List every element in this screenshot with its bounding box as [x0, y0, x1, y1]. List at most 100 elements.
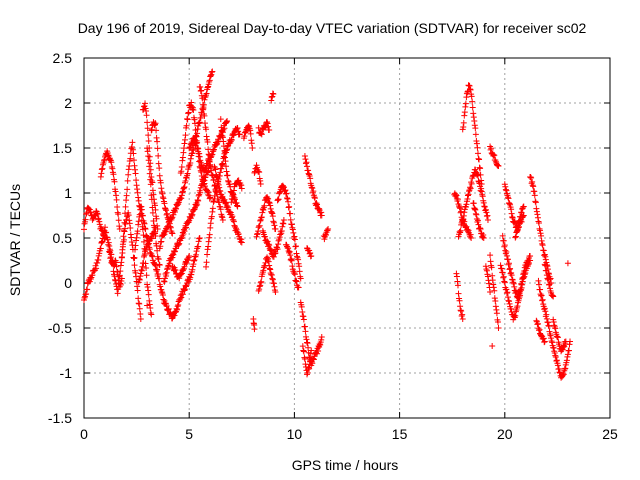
data-point — [141, 252, 148, 259]
data-point — [188, 99, 195, 106]
data-point — [310, 188, 317, 195]
data-point — [233, 199, 240, 206]
data-point — [171, 248, 178, 255]
data-point — [178, 192, 185, 199]
data-point — [550, 319, 557, 326]
data-point — [169, 315, 176, 322]
data-point — [269, 275, 276, 282]
data-point — [459, 316, 466, 322]
data-point — [541, 338, 548, 345]
data-point — [217, 169, 224, 176]
data-point — [206, 158, 213, 165]
data-point — [223, 168, 230, 175]
data-point — [470, 110, 477, 117]
data-point — [217, 206, 224, 213]
data-point — [203, 259, 210, 266]
data-point — [505, 195, 512, 202]
data-point — [149, 204, 156, 211]
data-point — [542, 308, 549, 315]
data-point — [139, 223, 146, 230]
data-point — [145, 157, 152, 164]
data-point — [257, 177, 264, 184]
x-axis-label: GPS time / hours — [292, 457, 399, 473]
data-point — [180, 149, 187, 156]
data-point — [300, 313, 307, 320]
data-point — [468, 235, 475, 241]
data-point — [160, 278, 167, 285]
data-point — [137, 273, 144, 280]
data-point — [284, 195, 291, 202]
data-point — [149, 187, 156, 194]
data-point — [136, 275, 143, 282]
data-point — [462, 100, 469, 107]
data-point — [306, 247, 313, 254]
data-point — [157, 283, 164, 290]
data-point — [299, 343, 306, 350]
data-point — [146, 153, 153, 160]
data-point — [453, 273, 460, 280]
data-point — [288, 257, 295, 264]
data-point — [179, 154, 186, 161]
data-point — [224, 172, 231, 179]
data-point — [193, 202, 200, 209]
data-point — [195, 238, 202, 245]
data-point — [181, 183, 188, 190]
data-point — [301, 355, 308, 362]
data-point — [280, 183, 287, 190]
data-point — [192, 127, 199, 134]
data-point — [133, 177, 140, 184]
data-point — [265, 255, 272, 262]
y-tick-label: 1 — [64, 185, 72, 201]
data-point — [99, 165, 106, 172]
data-point — [159, 292, 166, 299]
data-point — [533, 208, 540, 215]
data-point — [469, 104, 476, 111]
data-point — [275, 237, 282, 244]
data-point — [129, 146, 136, 153]
data-point — [251, 169, 258, 176]
data-point — [230, 191, 237, 198]
data-point — [533, 317, 540, 324]
data-point — [544, 319, 551, 326]
data-point — [461, 109, 468, 116]
data-point — [492, 158, 499, 165]
data-point — [257, 279, 264, 286]
data-point — [488, 145, 495, 152]
data-point — [134, 228, 141, 235]
data-point — [133, 182, 140, 189]
data-point — [125, 166, 132, 173]
data-point — [99, 227, 106, 234]
data-point — [147, 160, 154, 167]
data-point — [215, 181, 222, 188]
data-point — [491, 152, 498, 159]
data-point — [147, 176, 154, 183]
data-point — [514, 303, 521, 310]
data-point — [211, 192, 218, 199]
data-point — [148, 126, 155, 133]
data-point — [134, 230, 141, 237]
data-point — [454, 282, 461, 289]
data-point — [460, 212, 467, 219]
data-point — [278, 227, 285, 234]
data-point — [565, 347, 572, 354]
data-point — [218, 124, 225, 131]
data-point — [189, 211, 196, 218]
data-point — [148, 235, 155, 242]
data-point — [172, 267, 179, 274]
data-point — [313, 200, 320, 207]
data-point — [258, 131, 265, 138]
data-point — [168, 215, 175, 222]
data-point — [101, 235, 108, 242]
data-point — [203, 126, 210, 133]
data-point — [501, 278, 508, 285]
data-point — [138, 266, 145, 273]
data-point — [306, 171, 313, 178]
data-point — [266, 199, 273, 206]
data-point — [188, 212, 195, 219]
data-point — [180, 145, 187, 152]
data-point — [191, 120, 198, 127]
data-point — [131, 254, 138, 261]
data-point — [115, 211, 122, 218]
data-point — [308, 184, 315, 191]
